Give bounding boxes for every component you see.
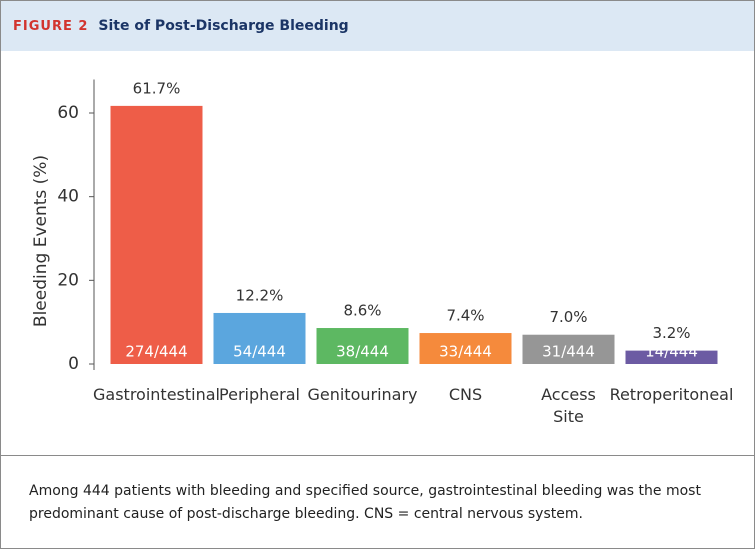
bar xyxy=(110,105,203,364)
x-tick-label: Access Site xyxy=(541,385,596,426)
y-tick-label: 40 xyxy=(57,187,79,207)
value-label: 61.7% xyxy=(133,79,181,97)
chart: Bleeding Events (%) 0 20 40 60 61.7% 274/444 1… xyxy=(31,79,718,374)
caption: Among 444 patients with bleeding and spe… xyxy=(1,455,754,548)
y-tick-label: 0 xyxy=(68,354,79,374)
y-axis-label: Bleeding Events (%) xyxy=(31,155,51,327)
count-label: 31/444 xyxy=(542,343,595,361)
bar xyxy=(419,333,512,364)
bar xyxy=(316,328,409,364)
bar xyxy=(625,350,718,364)
figure-label: FIGURE 2 xyxy=(13,18,89,34)
count-label: 33/444 xyxy=(439,343,492,361)
x-tick-label: Retroperitoneal xyxy=(609,385,734,404)
x-tick-label: Gastrointestinal xyxy=(93,385,220,404)
count-label: 54/444 xyxy=(233,343,286,361)
y-tick-label: 60 xyxy=(57,103,79,123)
value-label: 8.6% xyxy=(343,302,381,320)
count-label: 14/444 xyxy=(645,343,698,361)
value-label: 3.2% xyxy=(652,324,690,342)
value-label: 7.0% xyxy=(549,308,587,326)
figure-header: FIGURE 2 Site of Post-Discharge Bleeding xyxy=(1,1,754,51)
value-label: 12.2% xyxy=(236,286,284,304)
x-tick-label: CNS xyxy=(448,385,483,404)
bar xyxy=(213,312,306,364)
x-tick-label: Peripheral xyxy=(219,385,300,404)
count-label: 38/444 xyxy=(336,343,389,361)
y-tick-label: 20 xyxy=(57,270,79,290)
value-label: 7.4% xyxy=(446,307,484,325)
count-label: 274/444 xyxy=(125,343,187,361)
x-tick-label: Genitourinary xyxy=(307,385,418,404)
bar xyxy=(522,334,615,364)
chart-title: Site of Post-Discharge Bleeding xyxy=(98,18,349,34)
